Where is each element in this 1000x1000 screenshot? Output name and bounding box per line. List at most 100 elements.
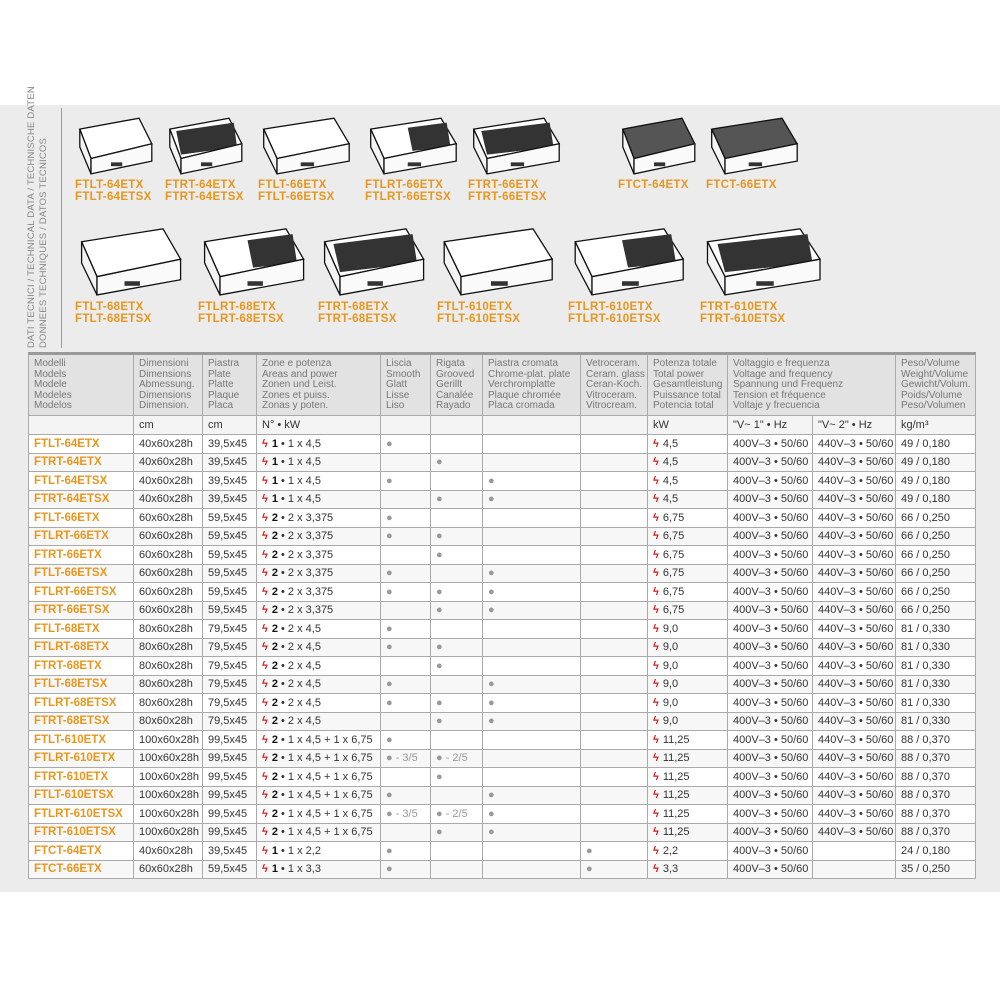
dimensions: 40x60x28h [133, 489, 203, 509]
surface-mark: ● [482, 785, 581, 805]
product-item: FTRT-68ETX FTRT-68ETSX [318, 225, 428, 325]
weight-volume: 49 / 0,180 [895, 471, 976, 491]
bolt-icon: ϟ [262, 807, 268, 820]
zone-detail: • 2 x 3,375 [281, 511, 334, 524]
weight-volume: 81 / 0,330 [895, 637, 976, 657]
voltage-2: 440V–3 • 50/60 [812, 711, 896, 731]
total-power-value: 6,75 [662, 567, 685, 580]
surface-mark: ● [580, 859, 648, 879]
zone-count: 2 [271, 715, 278, 728]
product-name: FTRT-64ETSX [165, 191, 244, 203]
surface-mark: ● - 3/5 [380, 804, 431, 824]
product-name: FTLRT-66ETX [365, 179, 444, 191]
dimensions: 80x60x28h [133, 637, 203, 657]
total-power: ϟ 11,25 [647, 785, 728, 805]
surface-mark [430, 434, 483, 454]
header-label: Zonas y poten. [262, 400, 329, 411]
surface-mark: ● [430, 693, 483, 713]
zone-detail: • 1 x 4,5 [281, 456, 321, 469]
dimensions: 100x60x28h [133, 767, 203, 787]
table-row: FTRT-66ETSX 60x60x28h 59,5x45 ϟ 2 • 2 x 3,37… [28, 600, 976, 620]
total-power-value: 11,25 [662, 826, 690, 839]
unit-cell [28, 415, 134, 435]
header-label: Rigata [436, 358, 465, 369]
total-power: ϟ 6,75 [647, 563, 728, 583]
bolt-icon: ϟ [262, 474, 268, 487]
product-item: FTRT-66ETX FTRT-66ETSX [468, 115, 563, 203]
plate-size: 99,5x45 [202, 730, 257, 750]
column-header: Piastra Plate Platte Plaque Placa [202, 352, 257, 416]
voltage-2: 440V–3 • 50/60 [812, 563, 896, 583]
voltage-1: 400V–3 • 50/60 [727, 822, 813, 842]
model-name: FTLRT-66ETSX [28, 582, 134, 602]
header-row: Modelli Models Modele Modeles Modelos Dimensi… [28, 352, 976, 416]
zone-count: 1 [271, 474, 278, 487]
dimensions: 60x60x28h [133, 859, 203, 879]
model-name: FTRT-68ETSX [28, 711, 134, 731]
weight-volume: 81 / 0,330 [895, 619, 976, 639]
voltage-2: 440V–3 • 50/60 [812, 489, 896, 509]
header-label: Dimensions [139, 389, 192, 401]
column-header: Modelli Models Modele Modeles Modelos [28, 352, 134, 416]
surface-mark [580, 434, 648, 454]
voltage-2: 440V–3 • 50/60 [812, 471, 896, 491]
model-name: FTCT-64ETX [28, 841, 134, 861]
product-name: FTRT-64ETX [165, 179, 236, 191]
voltage-2: 440V–3 • 50/60 [812, 822, 896, 842]
zone-detail: • 1 x 4,5 + 1 x 6,75 [281, 807, 373, 820]
surface-mark [580, 767, 648, 787]
surface-mark: ● [380, 859, 431, 879]
model-name: FTCT-66ETX [28, 859, 134, 879]
plate-size: 39,5x45 [202, 471, 257, 491]
voltage-2: 440V–3 • 50/60 [812, 674, 896, 694]
product-name: FTLRT-610ETX [568, 301, 653, 313]
voltage-1: 400V–3 • 50/60 [727, 674, 813, 694]
weight-volume: 66 / 0,250 [895, 545, 976, 565]
voltage-1: 400V–3 • 50/60 [727, 804, 813, 824]
surface-mark: ● [380, 508, 431, 528]
plate-size: 59,5x45 [202, 859, 257, 879]
header-label: Modeles [34, 389, 72, 401]
table-row: FTRT-64ETX 40x60x28h 39,5x45 ϟ 1 • 1 x 4,5 ● ϟ… [28, 452, 976, 472]
zone-count: 2 [271, 641, 278, 654]
voltage-1: 400V–3 • 50/60 [727, 730, 813, 750]
header-label: Voltage and frequency [733, 368, 833, 380]
column-header: Vetroceram. Ceram. glass Ceran-Koch. Vitroc… [580, 352, 648, 416]
surface-mark: ● [430, 489, 483, 509]
zone-count: 2 [271, 548, 278, 561]
weight-volume: 66 / 0,250 [895, 582, 976, 602]
table-row: FTRT-64ETSX 40x60x28h 39,5x45 ϟ 1 • 1 x 4,5 ●… [28, 489, 976, 509]
voltage-1: 400V–3 • 50/60 [727, 637, 813, 657]
surface-mark [580, 582, 648, 602]
zone-detail: • 1 x 4,5 [281, 474, 321, 487]
surface-mark [430, 859, 483, 879]
unit-cell [580, 415, 648, 435]
surface-mark [482, 730, 581, 750]
surface-mark [430, 471, 483, 491]
surface-mark: ● [430, 526, 483, 546]
zone-detail: • 1 x 4,5 + 1 x 6,75 [281, 789, 373, 802]
table-row: FTLT-66ETX 60x60x28h 59,5x45 ϟ 2 • 2 x 3,375… [28, 508, 976, 528]
total-power-value: 6,75 [662, 511, 685, 524]
header-label: Voltaggio e frequenza [733, 358, 830, 369]
model-name: FTLRT-68ETX [28, 637, 134, 657]
model-name: FTRT-64ETX [28, 452, 134, 472]
bolt-icon: ϟ [653, 733, 659, 746]
unit-cell: "V~ 1" • Hz [727, 415, 813, 435]
product-name: FTLRT-66ETSX [365, 191, 452, 203]
bolt-icon: ϟ [262, 659, 268, 672]
model-name: FTLRT-68ETSX [28, 693, 134, 713]
weight-volume: 49 / 0,180 [895, 452, 976, 472]
surface-mark: ● [430, 767, 483, 787]
surface-mark: ● [482, 471, 581, 491]
surface-mark [482, 748, 581, 768]
product-item: FTRT-64ETX FTRT-64ETSX [165, 115, 245, 203]
bolt-icon: ϟ [262, 826, 268, 839]
bolt-icon: ϟ [653, 474, 659, 487]
header-label: Potencia total [653, 400, 714, 411]
header-label: Poids/Volume [901, 389, 963, 401]
surface-mark [482, 526, 581, 546]
